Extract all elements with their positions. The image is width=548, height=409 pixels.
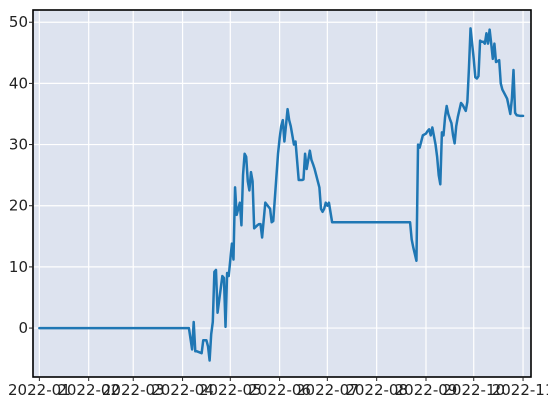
x-tick-label: 2022-03: [102, 381, 165, 399]
plot-area: [33, 10, 531, 377]
x-tick-label: 2022-11: [492, 381, 548, 399]
x-tick-label: 2022-08: [345, 381, 408, 399]
plot-frame: [32, 9, 532, 378]
y-axis-ticks: 0 10 20 30 40 50: [9, 13, 33, 337]
grid-lines: [33, 10, 531, 377]
series-line: [38, 27, 525, 362]
y-tick-label: 10: [9, 258, 28, 276]
y-tick-label: 20: [9, 197, 28, 215]
x-tick-label: 2022-05: [199, 381, 262, 399]
y-tick-label: 50: [9, 13, 28, 31]
x-tick-label: 2022-04: [151, 381, 214, 399]
x-tick-label: 2022-01: [8, 381, 71, 399]
x-tick-label: 2022-07: [296, 381, 359, 399]
y-tick-label: 0: [18, 319, 28, 337]
x-tick-label: 2022-10: [442, 381, 505, 399]
x-axis-ticks: 2022-012022-022022-032022-042022-052022-…: [8, 377, 548, 399]
x-tick-label: 2022-09: [395, 381, 458, 399]
x-tick-label: 2022-02: [57, 381, 120, 399]
y-tick-label: 30: [9, 136, 28, 154]
y-tick-label: 40: [9, 74, 28, 92]
x-tick-label: 2022-06: [248, 381, 311, 399]
